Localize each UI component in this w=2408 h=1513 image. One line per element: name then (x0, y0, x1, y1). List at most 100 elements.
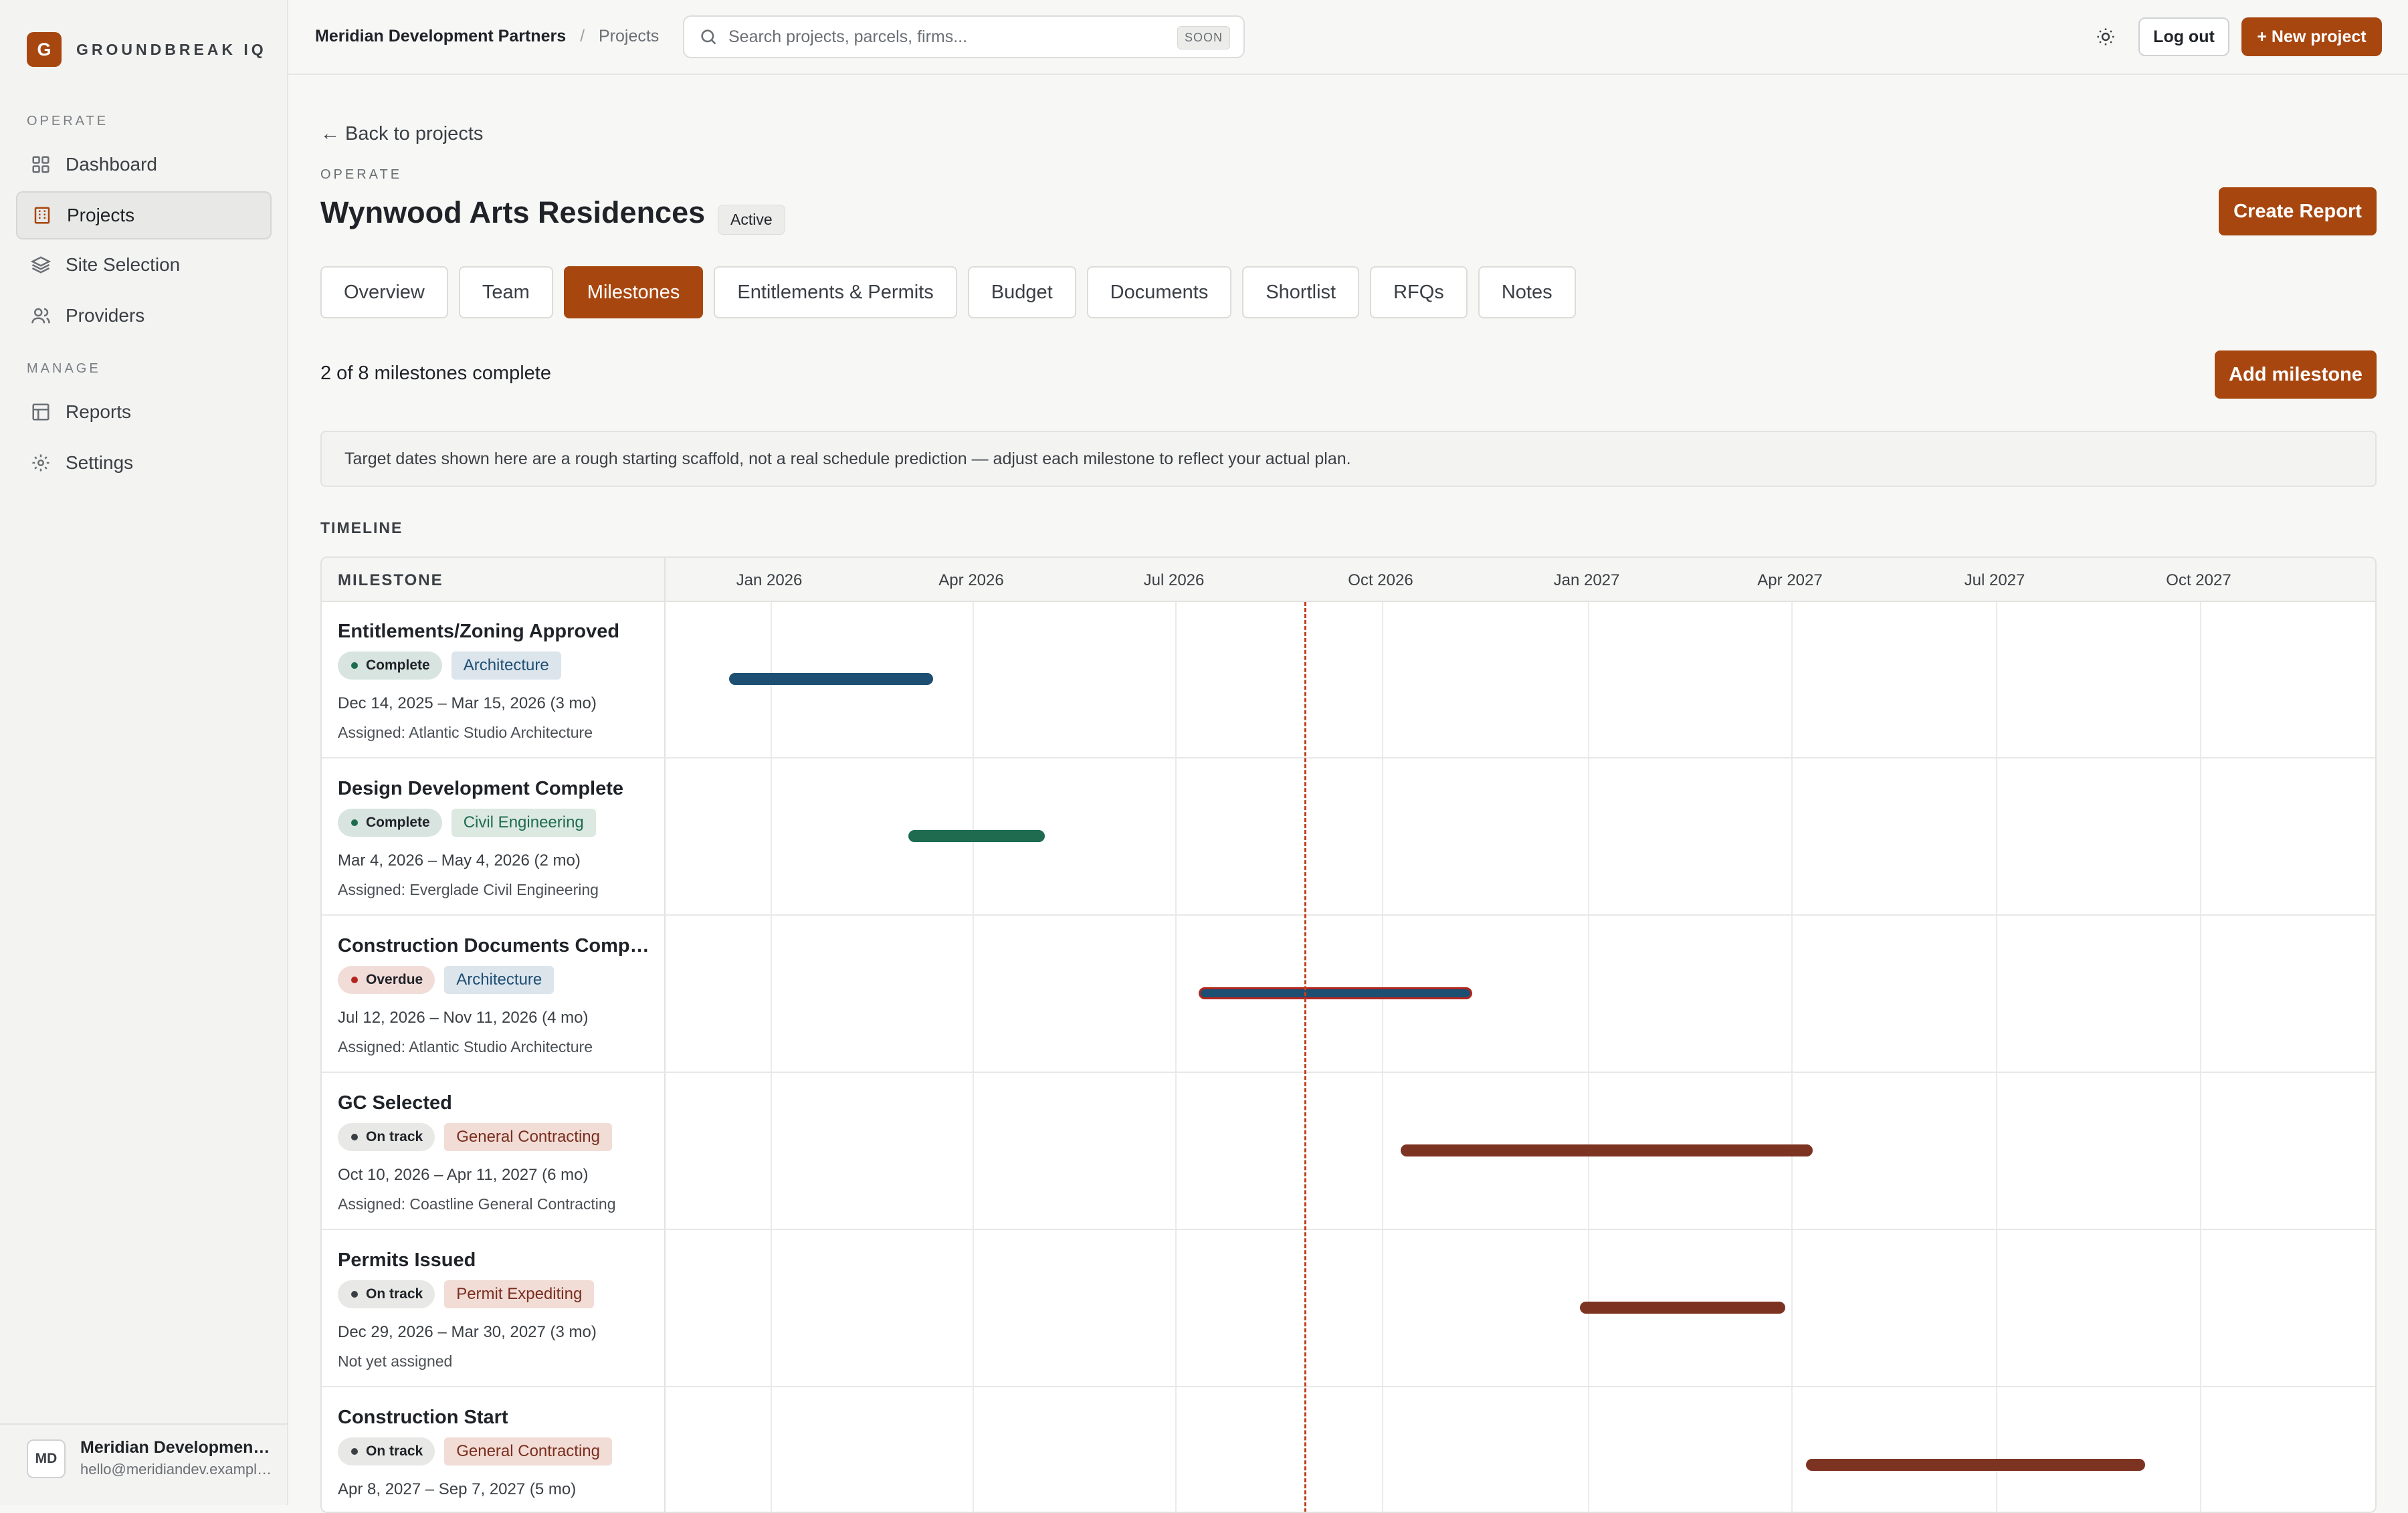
tab-rfqs[interactable]: RFQs (1370, 266, 1468, 318)
timeline-gridline (1791, 602, 1793, 1512)
milestone-status-badge: Complete (338, 651, 442, 680)
milestone-bar[interactable] (908, 830, 1045, 842)
grid-icon (32, 156, 49, 173)
milestone-status-badge: On track (338, 1437, 435, 1466)
layers-icon (31, 256, 51, 274)
tab-overview[interactable]: Overview (320, 266, 448, 318)
tab-entitlements-permits[interactable]: Entitlements & Permits (714, 266, 957, 318)
timeline-month-label: Apr 2026 (938, 571, 1004, 589)
status-badge: Active (718, 205, 785, 235)
avatar[interactable]: MD (27, 1439, 66, 1478)
timeline-month-label: Oct 2026 (1348, 571, 1413, 589)
milestone-row[interactable]: Design Development Complete Complete Civil… (322, 759, 2375, 916)
topbar: Meridian Development Partners / Projects… (288, 0, 2408, 75)
add-milestone-button[interactable]: Add milestone (2215, 350, 2377, 399)
milestone-row[interactable]: Permits Issued On track Permit Expediting D… (322, 1231, 2375, 1387)
search-placeholder: Search projects, parcels, firms... (728, 27, 968, 46)
milestone-status-badge: On track (338, 1123, 435, 1151)
milestone-discipline-badge: Architecture (451, 651, 561, 680)
create-report-button[interactable]: Create Report (2219, 187, 2377, 235)
milestone-row[interactable]: Entitlements/Zoning Approved Complete Arch… (322, 602, 2375, 759)
milestone-name[interactable]: Construction Documents Complete (338, 935, 652, 956)
timeline-gridline (1175, 602, 1177, 1512)
brand-name: GROUNDBREAK IQ (76, 40, 267, 58)
tab-shortlist[interactable]: Shortlist (1242, 266, 1360, 318)
milestone-discipline-badge: General Contracting (444, 1437, 612, 1466)
today-marker (1304, 602, 1306, 1512)
status-dot-icon (351, 1134, 358, 1140)
milestone-chips: On track General Contracting (338, 1437, 612, 1466)
milestone-chips: Complete Architecture (338, 651, 561, 680)
search-icon (701, 29, 716, 45)
milestone-dates: Dec 14, 2025 – Mar 15, 2026 (3 mo) (338, 694, 597, 712)
milestone-dates: Mar 4, 2026 – May 4, 2026 (2 mo) (338, 851, 581, 870)
milestone-status-badge: Overdue (338, 966, 435, 994)
milestone-name[interactable]: Construction Start (338, 1407, 508, 1428)
page-title: Wynwood Arts Residences (320, 195, 706, 229)
milestone-name[interactable]: Entitlements/Zoning Approved (338, 621, 620, 642)
timeline-gridline (1588, 602, 1589, 1512)
tab-documents[interactable]: Documents (1086, 266, 1232, 318)
breadcrumb-page[interactable]: Projects (598, 27, 660, 45)
timeline-month-label: Oct 2027 (2166, 571, 2231, 589)
user-box (0, 1423, 288, 1443)
sidebar-item-dashboard[interactable]: Dashboard (16, 140, 272, 189)
milestone-bar[interactable] (1805, 1459, 2146, 1471)
breadcrumb-firm[interactable]: Meridian Development Partners (315, 27, 567, 45)
sidebar-item-site-selection[interactable]: Site Selection (16, 241, 272, 289)
milestone-bar[interactable] (1401, 1144, 1813, 1156)
logout-button[interactable]: Log out (2138, 17, 2229, 56)
milestone-assignee: Assigned: Coastline General Contracting (338, 1510, 616, 1512)
timeline-gridline (1996, 602, 1997, 1512)
tab-team[interactable]: Team (458, 266, 553, 318)
milestone-bar[interactable] (1579, 1302, 1786, 1314)
nav-section-operate: OPERATE (27, 114, 109, 128)
tab-notes[interactable]: Notes (1478, 266, 1576, 318)
milestone-status-label: Complete (366, 658, 430, 673)
milestone-name[interactable]: Permits Issued (338, 1249, 476, 1271)
search-soon-badge: SOON (1177, 26, 1230, 49)
back-to-projects-link[interactable]: ← Back to projects (320, 123, 484, 144)
milestone-assignee: Not yet assigned (338, 1352, 453, 1370)
milestone-assignee: Assigned: Everglade Civil Engineering (338, 881, 599, 898)
milestone-progress: 2 of 8 milestones complete (320, 363, 551, 384)
project-tabs: Overview Team Milestones Entitlements & … (320, 266, 1587, 318)
brand-logo: G (27, 32, 62, 67)
milestone-row[interactable]: Construction Documents Complete Overdue Ar… (322, 916, 2375, 1073)
timeline-gridline (771, 602, 772, 1512)
sidebar-item-label: Site Selection (66, 254, 181, 275)
brand[interactable]: G GROUNDBREAK IQ (27, 32, 267, 67)
milestone-chips: On track General Contracting (338, 1123, 612, 1151)
sidebar-item-settings[interactable]: Settings (16, 439, 272, 487)
sidebar: G GROUNDBREAK IQ OPERATE Dashboard Proje… (0, 0, 288, 1505)
sidebar-item-projects[interactable]: Projects (16, 191, 272, 239)
tab-budget[interactable]: Budget (967, 266, 1076, 318)
table-icon (32, 403, 49, 421)
milestone-bar[interactable] (1198, 987, 1473, 999)
timeline-month-label: Jan 2026 (736, 571, 803, 589)
status-dot-icon (351, 1291, 358, 1298)
new-project-button[interactable]: + New project (2241, 17, 2382, 56)
milestone-dates: Oct 10, 2026 – Apr 11, 2027 (6 mo) (338, 1166, 589, 1184)
sidebar-item-reports[interactable]: Reports (16, 388, 272, 436)
theme-toggle-button[interactable] (2089, 20, 2122, 54)
timeline-gridline (1382, 602, 1383, 1512)
milestone-bar[interactable] (728, 673, 933, 685)
milestone-name[interactable]: GC Selected (338, 1092, 452, 1114)
search-input[interactable]: Search projects, parcels, firms... SOON (683, 15, 1245, 58)
milestone-row[interactable]: GC Selected On track General Contracting Oc… (322, 1074, 2375, 1230)
milestone-row[interactable]: Construction Start On track General Contra… (322, 1388, 2375, 1512)
milestone-discipline-badge: Permit Expediting (444, 1280, 595, 1308)
milestone-assignee: Assigned: Coastline General Contracting (338, 1195, 616, 1213)
sidebar-item-label: Reports (66, 401, 132, 422)
milestone-status-badge: Complete (338, 809, 442, 837)
milestone-status-label: Overdue (366, 972, 423, 987)
milestone-discipline-badge: General Contracting (444, 1123, 612, 1151)
milestone-chips: On track Permit Expediting (338, 1280, 595, 1308)
milestone-dates: Apr 8, 2027 – Sep 7, 2027 (5 mo) (338, 1480, 577, 1498)
gear-icon (32, 454, 49, 472)
milestone-name[interactable]: Design Development Complete (338, 778, 624, 799)
sidebar-item-providers[interactable]: Providers (16, 292, 272, 340)
tab-milestones[interactable]: Milestones (563, 266, 704, 318)
milestone-status-label: On track (366, 1443, 423, 1459)
